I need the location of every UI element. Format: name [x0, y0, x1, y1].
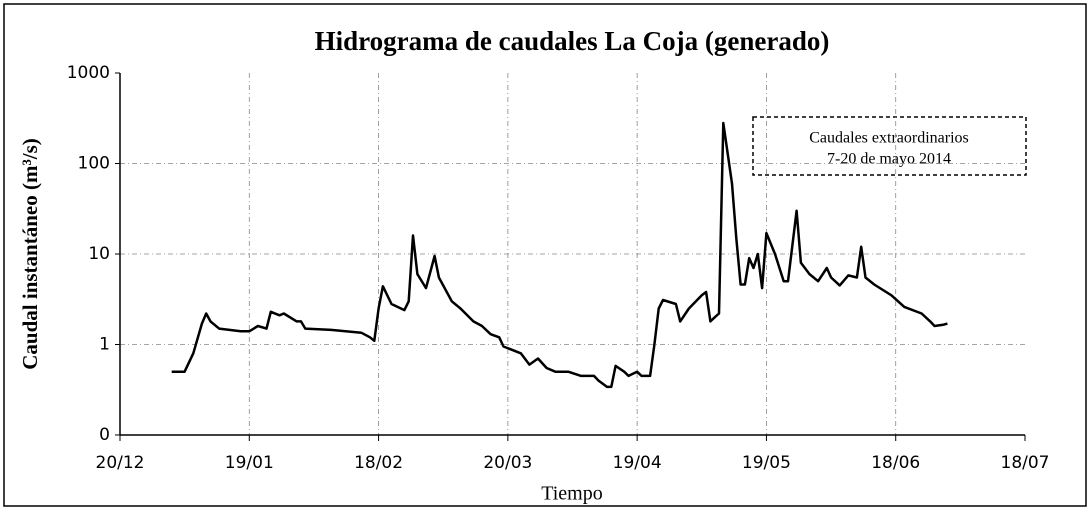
x-tick-label: 19/04	[613, 453, 662, 473]
y-axis-label: Caudal instantáneo (m³/s)	[18, 138, 42, 370]
chart-border	[3, 3, 1087, 507]
y-tick-label: 10	[88, 244, 110, 264]
x-tick-label: 20/12	[96, 453, 145, 473]
x-tick-label: 18/06	[871, 453, 920, 473]
x-tick-label: 18/02	[354, 453, 403, 473]
y-tick-label: 0	[99, 425, 110, 445]
x-axis-label: Tiempo	[541, 483, 603, 505]
x-tick-label: 20/03	[483, 453, 532, 473]
annotation-text: Caudales extraordinarios	[809, 130, 969, 147]
x-tick-label: 19/01	[225, 453, 274, 473]
annotation-box	[752, 116, 1027, 176]
y-tick-label: 1	[99, 335, 110, 355]
y-tick-label: 1000	[67, 63, 110, 83]
y-tick-label: 100	[78, 154, 110, 174]
x-tick-label: 18/07	[1001, 453, 1050, 473]
x-tick-label: 19/05	[742, 453, 791, 473]
data-line	[171, 121, 948, 389]
annotation-text: 7-20 de mayo 2014	[827, 151, 951, 168]
chart-title: Hidrograma de caudales La Coja (generado…	[315, 26, 830, 56]
